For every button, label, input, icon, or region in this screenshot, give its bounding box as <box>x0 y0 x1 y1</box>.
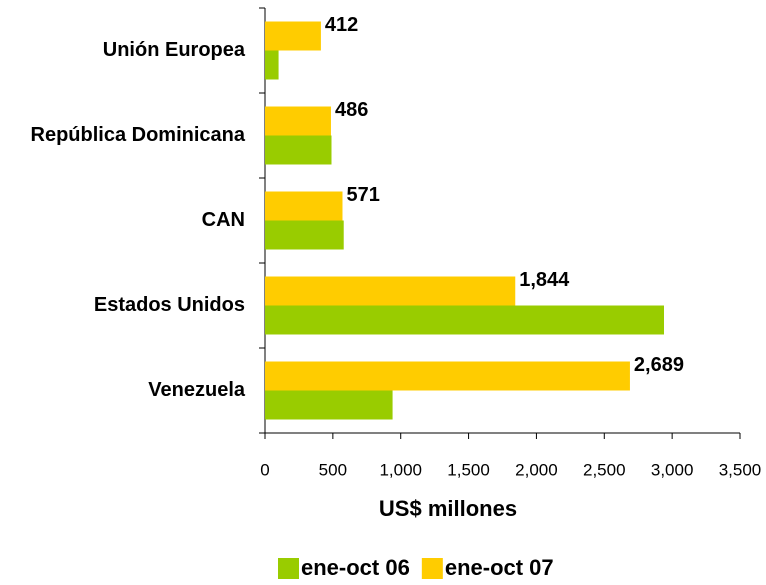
x-axis-label: US$ millones <box>379 496 517 521</box>
value-label: 571 <box>346 184 379 206</box>
category-label: CAN <box>202 209 245 231</box>
value-label: 1,844 <box>519 269 570 291</box>
category-label: Unión Europea <box>103 39 246 61</box>
bar <box>265 106 331 136</box>
value-label: 486 <box>335 99 368 121</box>
x-tick-label: 500 <box>319 460 347 479</box>
bar <box>265 21 321 51</box>
category-label: Estados Unidos <box>94 294 245 316</box>
bar <box>265 361 630 391</box>
x-tick-label: 1,500 <box>447 460 490 479</box>
value-label: 2,689 <box>634 354 684 376</box>
x-tick-label: 3,000 <box>651 460 694 479</box>
bar <box>265 220 344 250</box>
bar <box>265 135 332 165</box>
category-label: Venezuela <box>148 379 246 401</box>
legend-label: ene-oct 07 <box>445 555 554 580</box>
legend-swatch <box>421 558 443 579</box>
x-tick-label: 1,000 <box>379 460 422 479</box>
legend-swatch <box>278 558 299 579</box>
legend-label: ene-oct 06 <box>301 555 410 580</box>
x-tick-label: 2,000 <box>515 460 558 479</box>
bar <box>265 191 343 221</box>
x-tick-label: 0 <box>260 460 269 479</box>
value-label: 412 <box>325 14 358 36</box>
bar <box>265 50 279 80</box>
bar <box>265 305 664 335</box>
bar <box>265 276 516 306</box>
x-tick-label: 2,500 <box>583 460 626 479</box>
category-label: República Dominicana <box>31 124 246 146</box>
bar <box>265 390 393 420</box>
x-tick-label: 3,500 <box>719 460 762 479</box>
